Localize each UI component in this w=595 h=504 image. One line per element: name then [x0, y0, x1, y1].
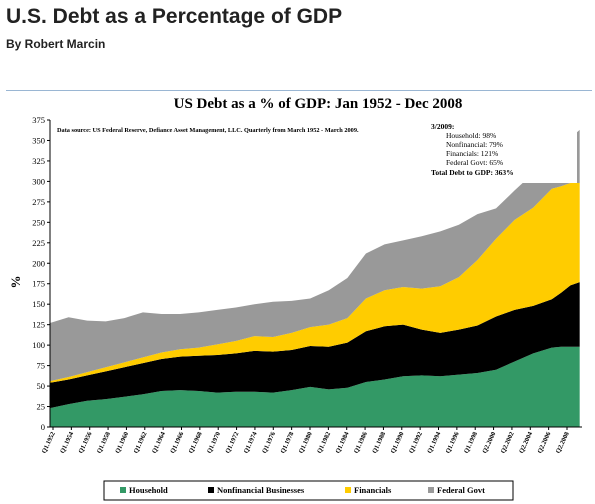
annotation-nonfinancial: Nonfinancial: 79%: [446, 140, 503, 149]
annotation-box: 3/2009: Household: 98% Nonfinancial: 79%…: [428, 117, 577, 183]
area-household: [50, 346, 580, 427]
legend-label-financials: Financials: [354, 485, 392, 495]
y-tick-label: 375: [32, 115, 45, 125]
y-tick-label: 100: [32, 340, 45, 350]
annotation-household: Household: 98%: [446, 131, 496, 140]
y-tick-label: 250: [32, 217, 45, 227]
y-tick-label: 125: [32, 320, 45, 330]
legend-swatch-financials: [345, 487, 351, 493]
chart-container: US Debt as a % of GDP: Jan 1952 - Dec 20…: [0, 92, 595, 504]
chart-legend: Household Nonfinancial Businesses Financia…: [103, 480, 514, 501]
y-tick-label: 200: [32, 258, 45, 268]
legend-frame: [103, 480, 514, 501]
annotation-heading: 3/2009:: [431, 122, 454, 131]
legend-swatch-household: [120, 487, 126, 493]
legend-label-federal-govt: Federal Govt: [437, 485, 485, 495]
chart-title: US Debt as a % of GDP: Jan 1952 - Dec 20…: [174, 96, 463, 112]
debt-chart: US Debt as a % of GDP: Jan 1952 - Dec 20…: [0, 92, 595, 504]
annotation-total: Total Debt to GDP: 363%: [431, 168, 514, 177]
y-tick-label: 225: [32, 238, 45, 248]
y-tick-label: 75: [37, 361, 46, 371]
legend-label-nonfinancial-businesses: Nonfinancial Businesses: [217, 485, 305, 495]
area-series-group: [50, 129, 580, 427]
y-tick-label: 275: [32, 197, 45, 207]
area-financials: [50, 183, 580, 383]
y-axis-label: %: [8, 276, 23, 289]
area-federal-govt: [50, 129, 580, 382]
y-tick-label: 175: [32, 279, 45, 289]
y-tick-label: 25: [37, 402, 46, 412]
annotation-financials: Financials: 121%: [446, 149, 498, 158]
y-tick-label: 50: [37, 381, 46, 391]
annotation-background: [428, 117, 577, 183]
source-note: Data source: US Federal Reserve, Defianc…: [57, 127, 359, 134]
area-nonfinancial-businesses: [50, 282, 580, 409]
y-tick-label: 0: [41, 422, 45, 432]
page-title: U.S. Debt as a Percentage of GDP: [6, 5, 343, 28]
header-divider: [6, 90, 592, 91]
y-tick-label: 150: [32, 299, 45, 309]
y-tick-label: 325: [32, 156, 45, 166]
legend-swatch-nonfinancial-businesses: [208, 487, 214, 493]
legend-label-household: Household: [129, 485, 168, 495]
y-tick-label: 350: [32, 135, 45, 145]
y-tick-group: 0 25 50 75 100 125 150 175 200 225 250 275 300 325 350…: [32, 115, 50, 432]
y-tick-label: 300: [32, 176, 45, 186]
legend-swatch-federal-govt: [428, 487, 434, 493]
author-byline: By Robert Marcin: [6, 37, 106, 51]
annotation-federal-govt: Federal Govt: 65%: [446, 158, 503, 167]
